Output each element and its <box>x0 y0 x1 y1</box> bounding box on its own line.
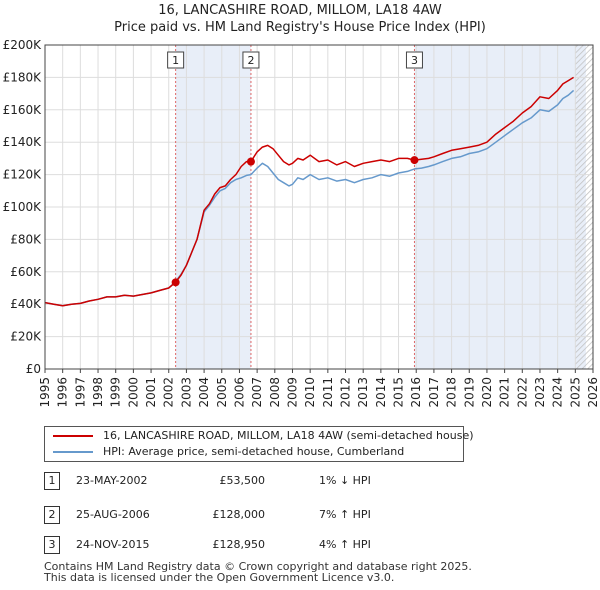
table-row: 3 24-NOV-2015 £128,950 4% ↑ HPI <box>44 536 464 554</box>
sale-price: £128,000 <box>212 508 266 521</box>
legend-swatch-hpi <box>53 451 93 453</box>
price-chart: £0 £20K £40K £60K £80K £100K £120K £140K £160K £1… <box>3 38 600 408</box>
x-tick-label: 1995 <box>38 377 52 408</box>
sale-date: 23-MAY-2002 <box>76 474 148 487</box>
x-tick-label: 2025 <box>568 377 582 408</box>
chart-title: 16, LANCASHIRE ROAD, MILLOM, LA18 4AW Pr… <box>0 2 600 36</box>
x-tick-label: 2018 <box>445 377 459 408</box>
x-tick-label: 2002 <box>162 377 176 408</box>
x-tick-label: 2008 <box>268 377 282 408</box>
x-tick-label: 2022 <box>515 377 529 408</box>
x-tick-label: 2019 <box>462 377 476 408</box>
sale-price: £53,500 <box>219 474 266 487</box>
sale-hpi-diff: 4% ↑ HPI <box>319 538 371 551</box>
x-tick-label: 2017 <box>427 377 441 408</box>
sale-hpi-diff: 1% ↓ HPI <box>319 474 371 487</box>
footer: Contains HM Land Registry data © Crown c… <box>44 561 472 583</box>
sale-date: 25-AUG-2006 <box>76 508 150 521</box>
sale-number: 1 <box>44 472 60 490</box>
footer-line-1: Contains HM Land Registry data © Crown c… <box>44 560 472 573</box>
y-tick-label: £80K <box>10 232 42 246</box>
x-tick-label: 2001 <box>144 377 158 408</box>
legend: 16, LANCASHIRE ROAD, MILLOM, LA18 4AW (s… <box>44 426 474 462</box>
x-tick-label: 2000 <box>126 377 140 408</box>
x-tick-label: 2020 <box>480 377 494 408</box>
y-tick-label: £0 <box>26 362 41 376</box>
x-tick-label: 1996 <box>56 377 70 408</box>
x-tick-label: 2015 <box>392 377 406 408</box>
sale-label-1: 1 <box>172 54 179 67</box>
x-tick-label: 2023 <box>533 377 547 408</box>
x-tick-label: 1997 <box>73 377 87 408</box>
sale-hpi-diff: 7% ↑ HPI <box>319 508 371 521</box>
title-line-1: 16, LANCASHIRE ROAD, MILLOM, LA18 4AW <box>158 3 442 18</box>
sale-label-box-3 <box>405 51 423 69</box>
footer-line-2: This data is licensed under the Open Gov… <box>44 571 395 584</box>
legend-swatch-property <box>53 435 93 437</box>
x-tick-label: 2006 <box>232 377 246 408</box>
table-row: 2 25-AUG-2006 £128,000 7% ↑ HPI <box>44 506 464 524</box>
sale-point-3 <box>410 156 419 165</box>
property-price-line <box>45 76 574 307</box>
y-tick-label: £140K <box>3 135 43 149</box>
x-tick-label: 2014 <box>374 377 388 408</box>
x-tick-label: 2009 <box>285 377 299 408</box>
x-tick-label: 2013 <box>356 377 370 408</box>
sale-label-2: 2 <box>247 54 254 67</box>
y-tick-label: £180K <box>3 70 43 84</box>
sale-number: 2 <box>44 506 60 524</box>
y-tick-label: £120K <box>3 168 43 182</box>
y-tick-label: £20K <box>10 330 42 344</box>
y-tick-label: £160K <box>3 103 43 117</box>
x-tick-label: 2012 <box>339 377 353 408</box>
x-tick-label: 2005 <box>215 377 229 408</box>
plot-frame <box>44 44 594 370</box>
sale-point-1 <box>171 278 180 287</box>
legend-label-hpi: HPI: Average price, semi-detached house,… <box>103 445 405 458</box>
x-tick-label: 1999 <box>109 377 123 408</box>
title-line-2: Price paid vs. HM Land Registry's House … <box>114 20 486 35</box>
legend-label-property: 16, LANCASHIRE ROAD, MILLOM, LA18 4AW (s… <box>103 429 474 442</box>
sale-label-box-1 <box>167 51 185 69</box>
sale-label-3: 3 <box>411 54 418 67</box>
x-tick-label: 1998 <box>91 377 105 408</box>
y-tick-label: £40K <box>10 297 42 311</box>
sale-price: £128,950 <box>212 538 266 551</box>
sale-label-box-2 <box>242 51 260 69</box>
x-tick-label: 2024 <box>551 377 565 408</box>
sale-number: 3 <box>44 536 60 554</box>
sale-date: 24-NOV-2015 <box>76 538 150 551</box>
x-tick-label: 2011 <box>321 377 335 408</box>
x-tick-label: 2007 <box>250 377 264 408</box>
table-row: 1 23-MAY-2002 £53,500 1% ↓ HPI <box>44 472 464 490</box>
x-tick-label: 2003 <box>179 377 193 408</box>
y-tick-label: £100K <box>3 200 43 214</box>
x-tick-label: 2016 <box>409 377 423 408</box>
x-tick-label: 2026 <box>586 377 600 408</box>
x-tick-label: 2021 <box>498 377 512 408</box>
y-tick-label: £200K <box>3 38 43 52</box>
x-tick-label: 2010 <box>303 377 317 408</box>
x-tick-label: 2004 <box>197 377 211 408</box>
sale-point-2 <box>246 157 255 166</box>
y-tick-label: £60K <box>10 265 42 279</box>
